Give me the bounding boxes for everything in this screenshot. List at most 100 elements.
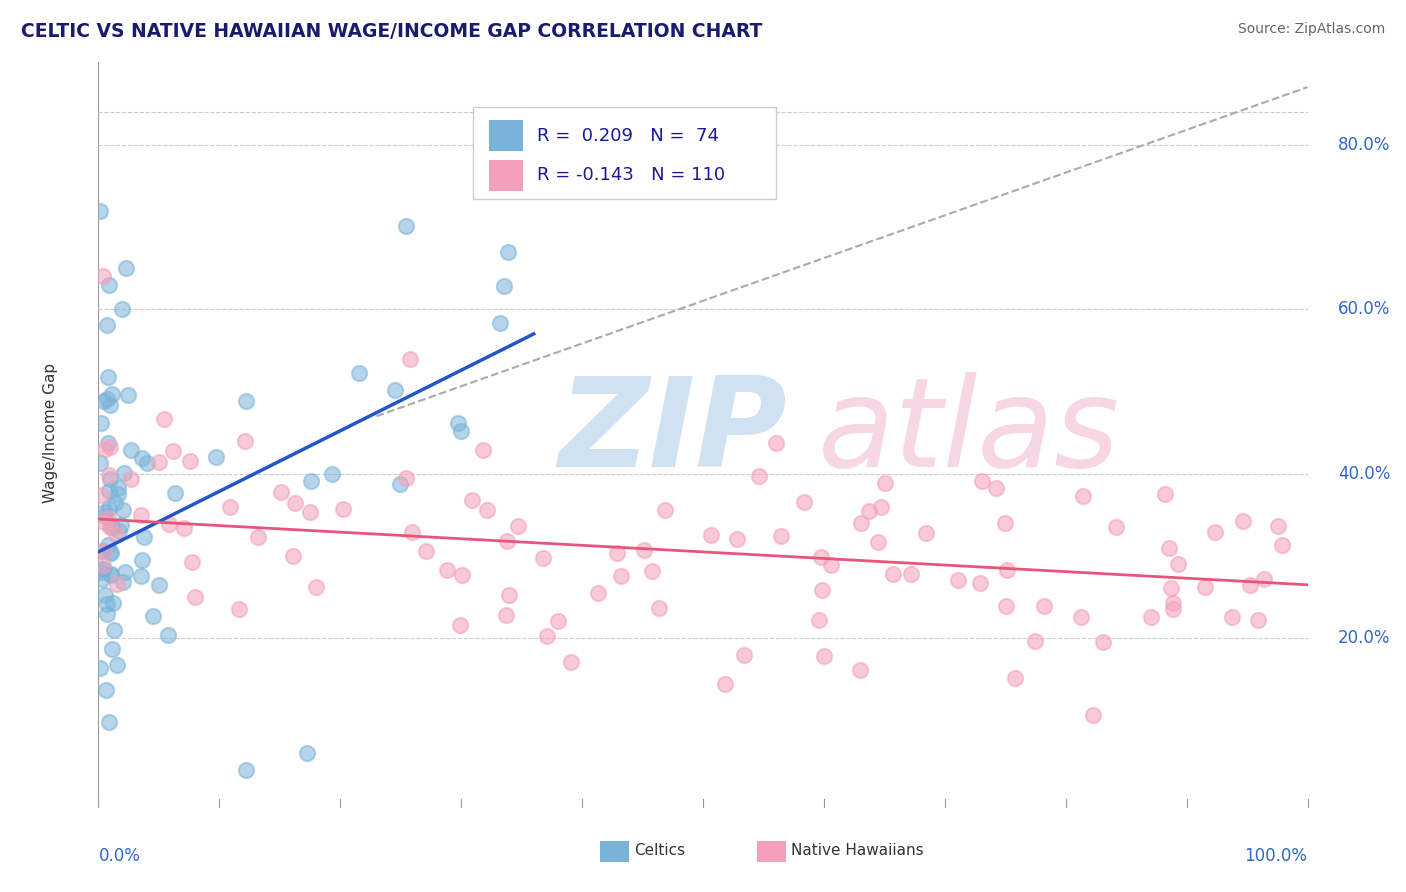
Point xyxy=(105,657,128,672)
Point xyxy=(1271,538,1294,552)
Point xyxy=(91,269,114,284)
Point xyxy=(96,318,118,332)
Point xyxy=(713,677,735,691)
Point xyxy=(1253,572,1275,586)
Point xyxy=(179,453,201,467)
Point xyxy=(547,614,569,628)
Point xyxy=(995,599,1018,613)
Point xyxy=(93,509,115,524)
Point xyxy=(89,456,111,470)
Point xyxy=(235,393,257,408)
Point xyxy=(475,502,498,516)
Point xyxy=(96,392,118,406)
Text: R =  0.209   N =  74: R = 0.209 N = 74 xyxy=(537,127,720,145)
Point xyxy=(98,500,121,515)
Point xyxy=(101,520,124,534)
Point xyxy=(101,641,124,656)
Point xyxy=(117,388,139,402)
Point xyxy=(496,533,519,548)
Point xyxy=(1159,541,1181,556)
Point xyxy=(447,416,470,430)
Point xyxy=(450,424,472,438)
Point xyxy=(96,607,118,622)
Point xyxy=(120,442,142,457)
FancyBboxPatch shape xyxy=(600,841,630,862)
Point xyxy=(415,543,437,558)
Point xyxy=(110,517,132,532)
Text: 0.0%: 0.0% xyxy=(98,847,141,865)
Point xyxy=(536,629,558,643)
Point xyxy=(347,366,370,380)
Point xyxy=(1024,634,1046,648)
Point xyxy=(436,563,458,577)
Point xyxy=(107,487,129,501)
Point xyxy=(389,477,412,491)
Point xyxy=(332,502,354,516)
Point xyxy=(98,440,121,454)
Point xyxy=(112,467,135,481)
Point xyxy=(157,516,180,531)
Point xyxy=(111,503,134,517)
Point xyxy=(399,352,422,367)
Point xyxy=(148,455,170,469)
Point xyxy=(700,528,723,542)
Point xyxy=(219,500,242,515)
Point xyxy=(131,450,153,465)
Point xyxy=(93,394,115,409)
Point xyxy=(105,577,128,591)
Point xyxy=(869,500,891,514)
Point xyxy=(1161,601,1184,615)
Point xyxy=(93,544,115,558)
Point xyxy=(384,384,406,398)
Point xyxy=(1070,610,1092,624)
Point xyxy=(1161,596,1184,610)
Point xyxy=(395,219,418,233)
Point xyxy=(162,443,184,458)
Point xyxy=(849,516,872,531)
Point xyxy=(946,573,969,587)
Text: 60.0%: 60.0% xyxy=(1339,301,1391,318)
Point xyxy=(148,578,170,592)
Point xyxy=(993,516,1015,530)
Point xyxy=(235,763,257,777)
Text: 80.0%: 80.0% xyxy=(1339,136,1391,153)
Point xyxy=(98,468,121,483)
Point xyxy=(90,488,112,502)
Point xyxy=(284,495,307,509)
Point xyxy=(586,586,609,600)
Point xyxy=(648,601,671,615)
Text: 20.0%: 20.0% xyxy=(1339,629,1391,648)
Point xyxy=(101,387,124,401)
Point xyxy=(131,568,153,582)
Point xyxy=(765,435,787,450)
Point xyxy=(91,558,114,572)
Point xyxy=(1239,578,1261,592)
Point xyxy=(1139,609,1161,624)
Point xyxy=(91,562,114,576)
Point xyxy=(97,370,120,384)
Point xyxy=(495,607,517,622)
Point xyxy=(89,661,111,675)
Point xyxy=(882,566,904,581)
Point xyxy=(283,549,305,563)
FancyBboxPatch shape xyxy=(489,120,523,152)
Point xyxy=(733,648,755,663)
Point xyxy=(132,530,155,544)
Point xyxy=(1091,634,1114,648)
Point xyxy=(93,516,115,530)
Point xyxy=(97,277,120,292)
Point xyxy=(108,524,131,538)
Text: CELTIC VS NATIVE HAWAIIAN WAGE/INCOME GAP CORRELATION CHART: CELTIC VS NATIVE HAWAIIAN WAGE/INCOME GA… xyxy=(21,22,762,41)
Text: Source: ZipAtlas.com: Source: ZipAtlas.com xyxy=(1237,22,1385,37)
Point xyxy=(1154,487,1177,501)
Point xyxy=(321,467,343,481)
Point xyxy=(1194,581,1216,595)
Point xyxy=(136,456,159,470)
Point xyxy=(142,608,165,623)
Point xyxy=(770,529,793,543)
Point xyxy=(98,472,121,486)
Point xyxy=(91,572,114,586)
Point xyxy=(531,551,554,566)
Point xyxy=(156,628,179,642)
Point xyxy=(725,533,748,547)
